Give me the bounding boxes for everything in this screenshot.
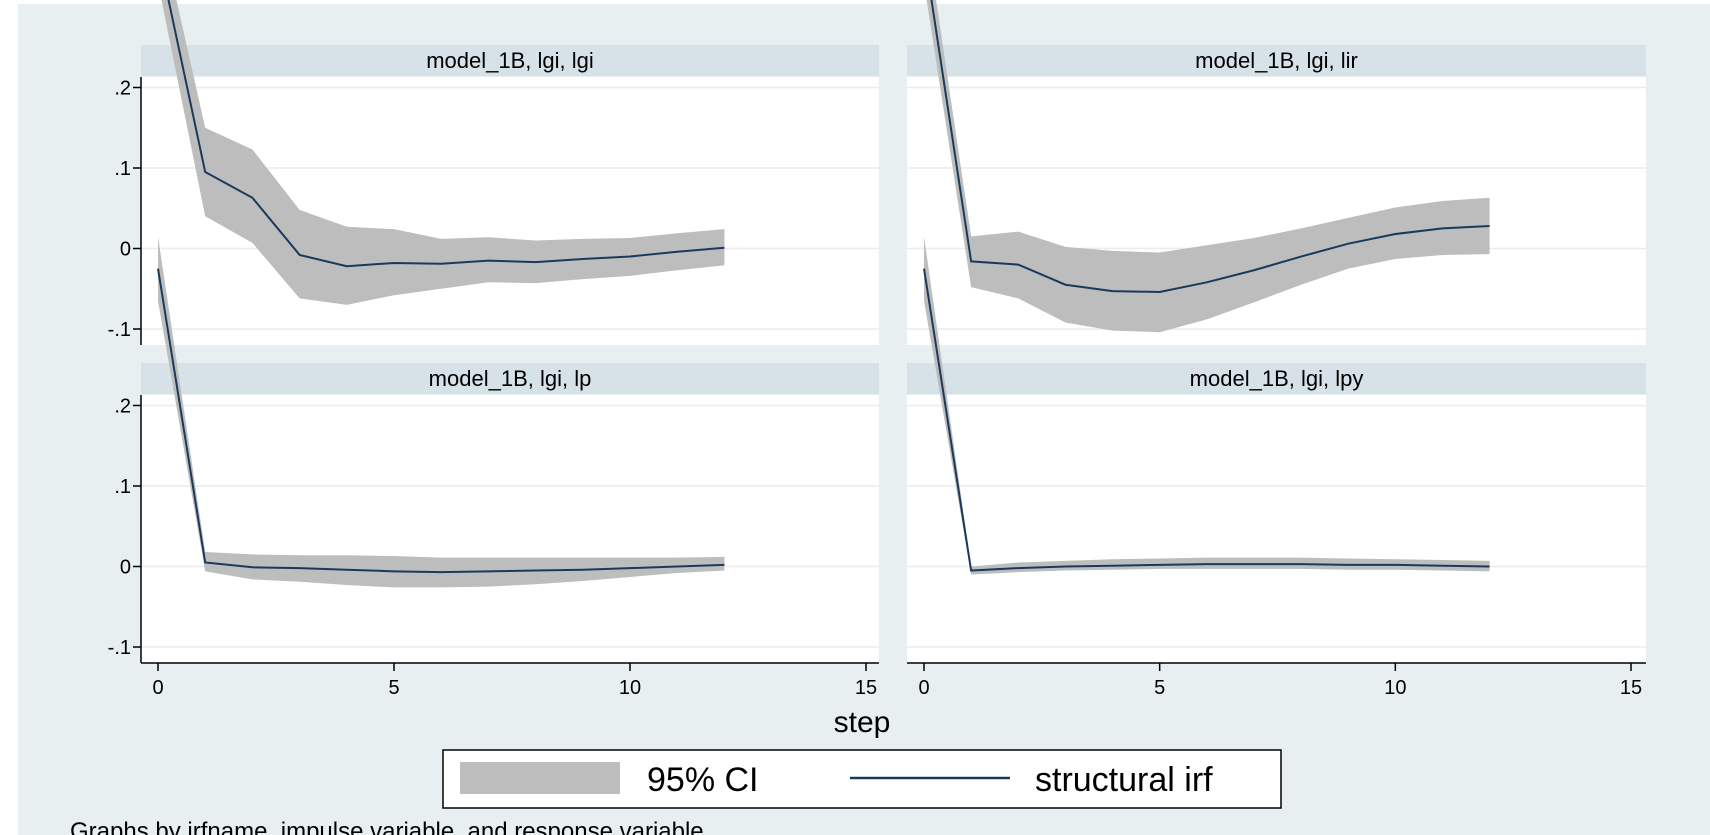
ci-band-2 — [926, 0, 1490, 333]
irf-line-1 — [167, 0, 725, 268]
y-tick-label: 0 — [120, 239, 131, 261]
plot-area-4 — [907, 395, 1646, 663]
x-axis-title: step — [834, 706, 891, 739]
x-tick-label: 15 — [855, 677, 877, 699]
irf-line-3 — [157, 268, 725, 574]
panel-strip-2 — [907, 45, 1646, 76]
x-tick-label: 5 — [1154, 677, 1165, 699]
y-tick-label: .2 — [114, 396, 131, 418]
y-tick-label: -.1 — [108, 319, 131, 341]
irf-line-2 — [930, 0, 1490, 293]
legend-label-irf: structural irf — [1035, 761, 1213, 799]
y-tick-label: -.1 — [108, 637, 131, 659]
x-tick-label: 0 — [152, 677, 163, 699]
plot-area-3 — [141, 395, 879, 663]
ci-band-1 — [161, 0, 725, 305]
x-tick-label: 15 — [1620, 677, 1642, 699]
x-tick-label: 5 — [388, 677, 399, 699]
plot-area-2 — [907, 77, 1646, 345]
y-tick-label: .1 — [114, 158, 131, 180]
panel-title-1: model_1B, lgi, lgi — [426, 48, 594, 73]
panel-title-4: model_1B, lgi, lpy — [1190, 366, 1364, 391]
x-tick-label: 0 — [918, 677, 929, 699]
panel-strip-1 — [141, 45, 879, 76]
panel-title-3: model_1B, lgi, lp — [429, 366, 592, 391]
legend: 95% CI structural irf — [442, 749, 1282, 809]
x-tick-label: 10 — [619, 677, 641, 699]
panel-strip-4 — [907, 363, 1646, 394]
irf-line-4 — [923, 268, 1490, 572]
x-tick-label: 10 — [1384, 677, 1406, 699]
panel-strip-3 — [141, 363, 879, 394]
y-tick-label: 0 — [120, 557, 131, 579]
y-tick-label: .2 — [114, 78, 131, 100]
graph-note: Graphs by irfname, impulse variable, and… — [70, 818, 704, 835]
panel-title-2: model_1B, lgi, lir — [1195, 48, 1358, 73]
legend-label-ci: 95% CI — [647, 761, 759, 799]
y-tick-label: .1 — [114, 476, 131, 498]
legend-ci-swatch — [460, 762, 620, 794]
